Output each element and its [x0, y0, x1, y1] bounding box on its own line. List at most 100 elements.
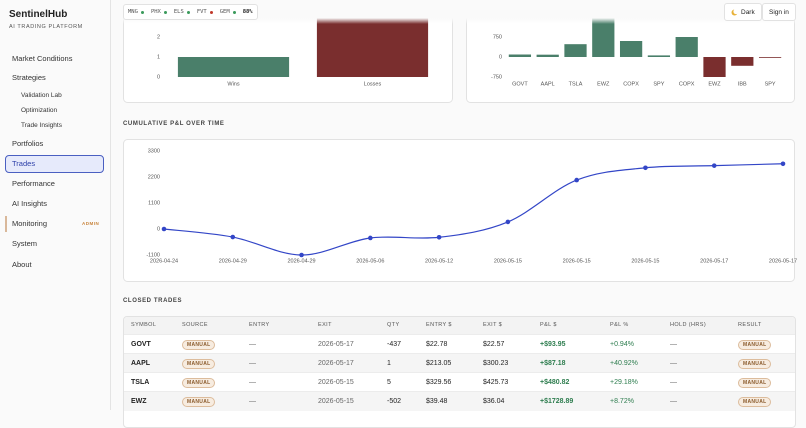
cell-text: 2026-05-17 [318, 341, 354, 348]
cell-text: — [670, 398, 677, 405]
point [643, 165, 648, 171]
cell-text: GOVT [131, 341, 151, 348]
cell-text: $36.04 [483, 398, 505, 405]
x-tick-label: 2026-05-15 [563, 258, 591, 264]
table-cell: 2026-05-17 [318, 335, 354, 354]
table-cell: +$93.95 [540, 335, 566, 354]
cell-text: — [670, 341, 677, 348]
table-cell: 2026-05-15 [318, 373, 354, 392]
column-header: P&L $ [540, 322, 557, 328]
cell-text: — [249, 379, 256, 386]
x-tick-label: 2026-04-29 [219, 258, 247, 264]
active-highlight [5, 155, 104, 173]
sidebar: SentinelHub AI TRADING PLATFORM Market C… [0, 0, 111, 410]
status-dot [209, 10, 213, 14]
table-cell: — [670, 354, 677, 373]
table-cell: 1 [387, 354, 391, 373]
table-cell: 2026-05-17 [318, 354, 354, 373]
column-header: ENTRY $ [426, 322, 452, 328]
table-cell: $213.05 [426, 354, 451, 373]
theme-label: Dark [741, 8, 755, 16]
source-badge: MANUAL [738, 359, 772, 369]
cell-text: $22.57 [483, 341, 505, 348]
table-header: SYMBOL SOURCE ENTRY EXIT QTY ENTRY $ EXIT $ P&L… [124, 317, 795, 334]
x-tick-label: 2026-05-12 [425, 258, 453, 264]
nav-item[interactable]: Portfolios [12, 139, 44, 148]
bar [647, 55, 671, 57]
ticker-symbol: GEM [219, 9, 230, 15]
cell-text: EWZ [131, 398, 147, 405]
table-cell: — [249, 335, 256, 354]
ticker-symbol: MNG [128, 9, 138, 15]
table-cell: 5 [387, 373, 391, 392]
column-header: QTY [387, 322, 400, 328]
point [711, 163, 717, 168]
nav-item[interactable]: Validation Lab [21, 92, 62, 99]
cell-text: — [249, 341, 256, 348]
table-cell: +$480.82 [540, 373, 569, 392]
column-header: EXIT $ [483, 322, 503, 328]
nav-item[interactable]: Market Conditions [12, 54, 73, 63]
nav-item[interactable]: Monitoring [12, 219, 48, 228]
cell-text: $213.05 [426, 360, 452, 367]
sign-in[interactable]: Sign in [762, 3, 796, 21]
source-badge: MANUAL [738, 340, 772, 350]
theme-toggle[interactable]: Dark [724, 3, 762, 21]
nav-item[interactable]: Performance [12, 179, 55, 188]
chart-panel [123, 139, 795, 282]
source-badge: MANUAL [738, 378, 772, 388]
bar [177, 57, 290, 77]
point [436, 234, 442, 240]
cell-text: 2026-05-17 [318, 360, 354, 367]
table-cell: — [249, 392, 256, 411]
status-dot [186, 10, 190, 14]
status-dot [140, 10, 144, 14]
nav-item[interactable]: System [12, 239, 38, 248]
table-cell: +$1728.89 [540, 392, 573, 411]
status-dot [232, 10, 236, 14]
y-tick-label: 0 [157, 226, 160, 232]
cell-text: $300.23 [483, 360, 509, 367]
cell-text: -437 [387, 341, 402, 348]
cell-text: 1 [387, 360, 391, 367]
x-tick-label: 2026-05-17 [769, 258, 797, 264]
nav-item[interactable]: About [12, 260, 32, 269]
point [368, 235, 373, 241]
bar [758, 57, 782, 58]
nav-item[interactable]: Strategies [12, 73, 46, 82]
nav-item[interactable]: Optimization [21, 107, 58, 114]
table-cell: 2026-05-15 [318, 392, 354, 411]
x-tick-label: COPX [679, 81, 695, 87]
x-tick-label: Wins [227, 81, 239, 87]
ticker-symbol: PHX [150, 9, 161, 15]
table-cell: MANUAL [738, 354, 772, 373]
x-tick-label: 2026-05-15 [631, 258, 659, 264]
nav-item[interactable]: AI Insights [12, 199, 48, 208]
table-cell: +$87.18 [540, 354, 566, 373]
table-cell: — [670, 335, 677, 354]
bar [316, 17, 429, 77]
bar [508, 54, 532, 57]
table-cell: MANUAL [738, 373, 772, 392]
brand: SentinelHub [9, 9, 68, 20]
table-cell: $39.48 [426, 392, 447, 411]
trades-table: SYMBOL SOURCE ENTRY EXIT QTY ENTRY $ EXIT $ P&L… [123, 316, 796, 428]
table-cell: MANUAL [182, 335, 216, 354]
nav-item[interactable]: Trades [12, 159, 36, 168]
table-cell: — [670, 392, 677, 411]
marker [5, 216, 7, 232]
source-badge: MANUAL [182, 397, 216, 407]
table-cell: MANUAL [738, 335, 772, 354]
x-tick-label: 2026-05-15 [494, 258, 522, 264]
status-dot [163, 10, 167, 14]
table-cell: $425.73 [483, 373, 508, 392]
x-tick-label: Losses [364, 81, 382, 87]
source-badge: MANUAL [182, 378, 216, 388]
x-tick-label: 2026-04-24 [150, 258, 178, 264]
cell-text: $329.56 [426, 379, 452, 386]
table-cell: — [249, 354, 256, 373]
nav-item[interactable]: Trade Insights [21, 122, 62, 129]
column-header: EXIT [318, 322, 332, 328]
y-tick-label: 750 [493, 34, 502, 40]
x-tick-label: EWZ [597, 81, 610, 87]
